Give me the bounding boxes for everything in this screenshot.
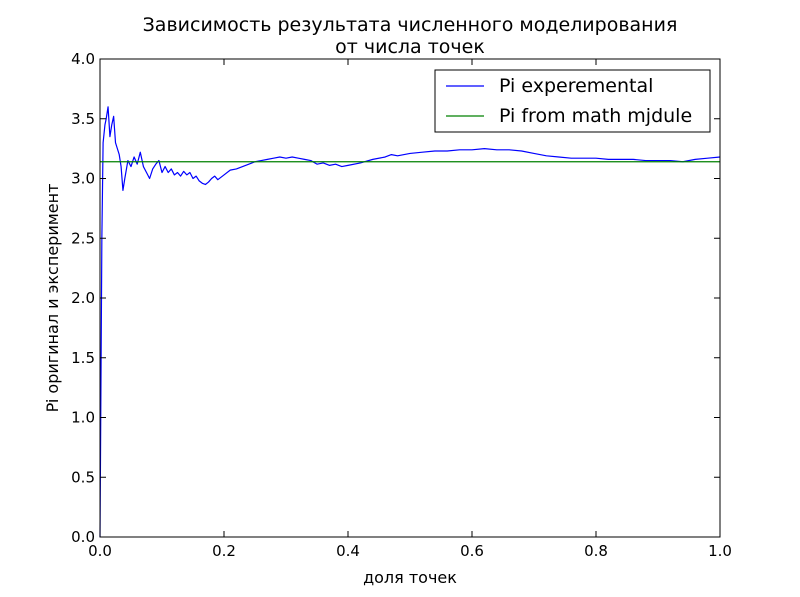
x-tick-label: 0.6 [460, 542, 484, 560]
legend-label-math: Pi from math mjdule [499, 105, 692, 127]
legend: Pi experemental Pi from math mjdule [434, 69, 711, 133]
y-tick-label: 1.5 [71, 349, 95, 367]
chart-title-line-2: от числа точек [335, 36, 485, 58]
y-axis-label: Pi оригинал и эксперимент [43, 184, 62, 413]
series-line-0 [99, 106, 721, 538]
y-tick-label: 1.0 [71, 409, 95, 427]
legend-box [434, 69, 711, 133]
y-tick-label: 4.0 [71, 50, 95, 68]
ticks-layer: 0.0 0.2 0.4 0.6 0.8 1.0 0.0 0.5 1.0 1.5 2.0 2.5 3.0 3… [71, 50, 732, 560]
series-layer [99, 106, 721, 538]
y-tick-label: 3.0 [71, 170, 95, 188]
y-tick-label: 2.5 [71, 229, 95, 247]
y-tick-label: 0.5 [71, 468, 95, 486]
chart-title-line-1: Зависимость результата численного модели… [143, 14, 678, 36]
x-axis-label: доля точек [363, 568, 457, 587]
legend-label-experimental: Pi experemental [499, 75, 653, 97]
x-tick-label: 0.8 [584, 542, 608, 560]
y-tick-label: 2.0 [71, 289, 95, 307]
x-tick-label: 1.0 [708, 542, 732, 560]
x-tick-label: 0.0 [88, 542, 112, 560]
x-tick-label: 0.2 [212, 542, 236, 560]
x-tick-label: 0.4 [336, 542, 360, 560]
y-tick-label: 3.5 [71, 110, 95, 128]
y-tick-label: 0.0 [71, 528, 95, 546]
